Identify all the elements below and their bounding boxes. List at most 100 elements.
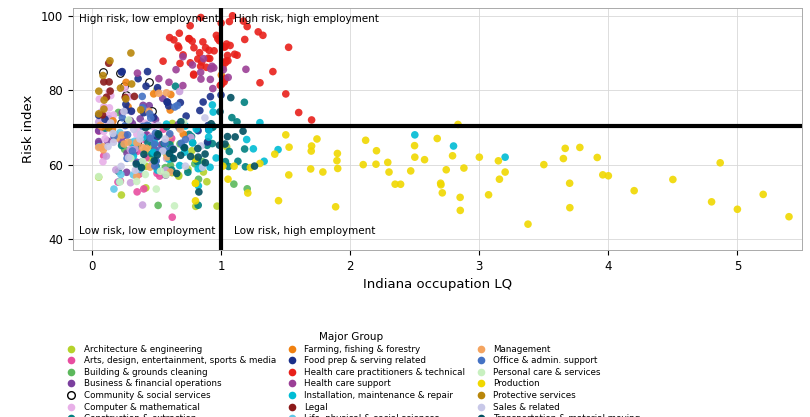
Y-axis label: Risk index: Risk index xyxy=(23,95,36,163)
Point xyxy=(92,127,105,134)
Point xyxy=(200,64,213,70)
Point xyxy=(192,127,205,134)
Point xyxy=(317,168,330,175)
Point xyxy=(207,109,220,116)
Point xyxy=(206,102,219,108)
Point xyxy=(214,108,227,115)
Point xyxy=(201,138,214,145)
Point xyxy=(165,154,178,161)
Point xyxy=(149,130,162,136)
Point xyxy=(310,136,323,142)
Point xyxy=(117,119,130,126)
Point xyxy=(431,135,444,142)
Point xyxy=(97,103,110,110)
Point xyxy=(151,122,164,129)
Point xyxy=(142,139,155,146)
Point xyxy=(172,43,185,49)
Point xyxy=(244,164,257,171)
Point xyxy=(126,80,139,87)
Point xyxy=(151,167,164,173)
Point xyxy=(331,165,344,172)
Point xyxy=(135,164,148,171)
Point xyxy=(194,107,207,114)
Point xyxy=(731,206,744,213)
Point xyxy=(130,161,143,167)
Point xyxy=(165,169,178,176)
Point xyxy=(247,146,260,152)
Point xyxy=(159,147,172,154)
Point xyxy=(168,104,181,111)
Point xyxy=(115,192,128,198)
Point xyxy=(119,122,132,129)
Point xyxy=(191,145,204,152)
Point xyxy=(181,169,194,176)
Point xyxy=(220,143,233,150)
Point xyxy=(169,66,182,73)
Point xyxy=(177,52,190,58)
Point xyxy=(221,52,234,59)
Point xyxy=(185,133,198,140)
Point xyxy=(206,63,219,70)
Point xyxy=(590,154,603,161)
Point xyxy=(149,116,162,123)
Point xyxy=(151,87,164,94)
Point xyxy=(279,131,292,138)
Point xyxy=(143,108,156,115)
Point xyxy=(241,190,254,196)
Point xyxy=(139,171,151,178)
Point xyxy=(151,202,164,209)
Point xyxy=(207,123,220,130)
Point xyxy=(447,143,460,149)
Point xyxy=(189,180,202,187)
Point xyxy=(202,127,215,133)
Point xyxy=(109,166,122,173)
Point xyxy=(356,161,369,168)
Point xyxy=(114,70,127,76)
Point xyxy=(182,35,195,42)
Point xyxy=(254,79,266,86)
Point xyxy=(144,115,157,121)
Legend: Architecture & engineering, Arts, design, entertainment, sports & media, Buildin: Architecture & engineering, Arts, design… xyxy=(62,332,640,417)
Point xyxy=(114,178,127,184)
Point xyxy=(120,92,133,98)
Point xyxy=(436,189,449,196)
Point xyxy=(112,109,125,116)
Point xyxy=(104,92,117,99)
Point xyxy=(204,93,217,100)
Point xyxy=(199,45,212,51)
Point xyxy=(231,118,244,125)
Point xyxy=(174,99,187,106)
Point xyxy=(537,161,550,168)
Point xyxy=(493,176,506,183)
Point xyxy=(222,176,235,183)
Point xyxy=(148,146,161,153)
Point xyxy=(186,140,199,146)
Point xyxy=(151,84,164,91)
Point xyxy=(128,93,141,100)
Point xyxy=(150,186,163,192)
Point xyxy=(129,167,142,173)
Point xyxy=(173,173,185,180)
Point xyxy=(139,147,151,154)
Point xyxy=(557,155,570,162)
Point xyxy=(120,79,133,85)
Point xyxy=(192,202,205,208)
Point xyxy=(154,168,167,175)
Point xyxy=(102,124,115,131)
Point xyxy=(120,107,133,113)
Point xyxy=(160,167,173,173)
Point xyxy=(119,95,132,102)
Point xyxy=(228,133,241,140)
Point xyxy=(198,115,211,121)
Point xyxy=(125,139,138,146)
Point xyxy=(108,186,121,192)
Point xyxy=(382,159,394,166)
Point xyxy=(93,143,106,150)
Point xyxy=(99,136,112,142)
Point xyxy=(142,123,155,129)
Point xyxy=(138,186,151,192)
Point xyxy=(141,132,154,138)
Point xyxy=(139,120,151,127)
Point xyxy=(222,163,235,170)
Point xyxy=(130,131,143,138)
